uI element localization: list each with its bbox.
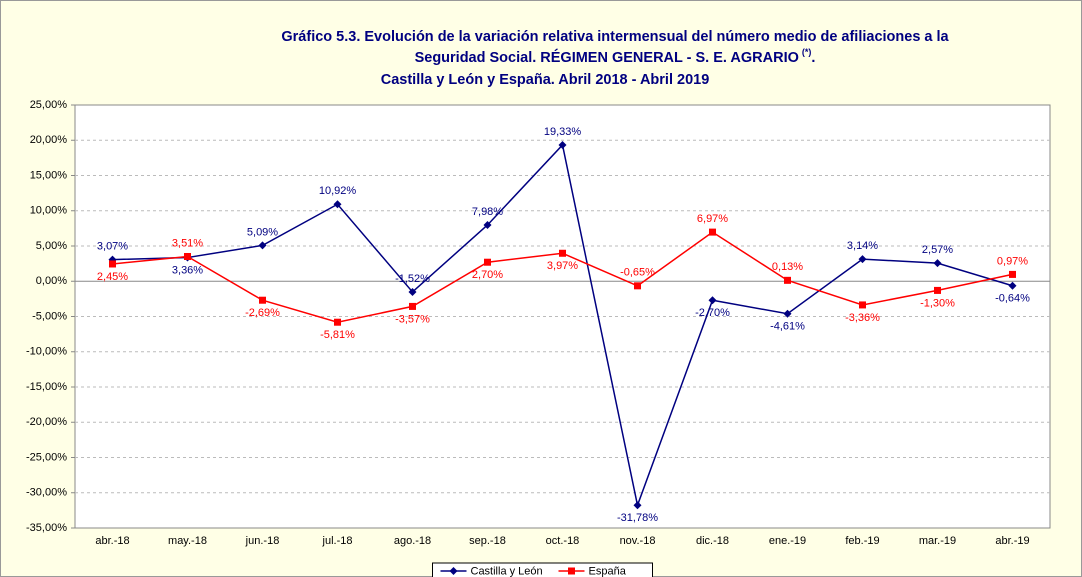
data-label: -5,81% <box>320 329 355 341</box>
y-tick-label: -10,00% <box>26 346 67 358</box>
marker <box>259 296 266 304</box>
data-label: -2,69% <box>245 307 280 319</box>
data-label: -1,30% <box>920 297 955 309</box>
y-tick-label: -15,00% <box>26 381 67 393</box>
marker <box>558 140 567 149</box>
x-tick-label: abr.-18 <box>95 535 129 547</box>
data-label: -1,52% <box>395 273 430 285</box>
data-label: -31,78% <box>617 512 658 524</box>
data-label: 2,70% <box>472 269 503 281</box>
data-label: 10,92% <box>319 185 357 197</box>
marker <box>708 296 717 305</box>
y-tick-label: -20,00% <box>26 416 67 428</box>
marker <box>934 286 941 294</box>
y-tick-label: -5,00% <box>32 310 67 322</box>
marker <box>559 249 566 257</box>
marker <box>483 220 492 229</box>
x-tick-label: feb.-19 <box>845 535 879 547</box>
marker <box>334 318 341 326</box>
marker <box>633 501 642 510</box>
marker <box>409 302 416 310</box>
legend-label: Castilla y León <box>471 565 543 577</box>
data-label: -0,64% <box>995 293 1030 305</box>
title-note-tail: . <box>811 50 815 66</box>
x-tick-label: dic.-18 <box>696 535 729 547</box>
title-note: (*) <box>802 47 812 57</box>
legend-box <box>432 562 653 577</box>
marker <box>109 260 116 268</box>
x-tick-label: oct.-18 <box>546 535 580 547</box>
y-tick-label: 25,00% <box>30 99 68 111</box>
data-label: 6,97% <box>697 213 728 225</box>
marker <box>858 255 867 264</box>
data-label: 2,57% <box>922 244 953 256</box>
data-label: -4,61% <box>770 321 805 333</box>
data-label: 19,33% <box>544 126 582 138</box>
y-tick-label: 0,00% <box>36 275 67 287</box>
legend-marker <box>449 567 458 575</box>
legend-label: España <box>589 565 627 577</box>
x-tick-label: nov.-18 <box>620 535 656 547</box>
data-label: -3,36% <box>845 312 880 324</box>
marker <box>933 259 942 268</box>
chart-subtitle: Castilla y León y España. Abril 2018 - A… <box>381 72 710 88</box>
data-label: 3,97% <box>547 260 578 272</box>
marker <box>333 200 342 209</box>
legend-marker <box>568 567 575 575</box>
x-tick-label: mar.-19 <box>919 535 956 547</box>
data-label: 3,07% <box>97 241 128 253</box>
chart-title: Seguridad Social. RÉGIMEN GENERAL - S. E… <box>415 49 799 66</box>
data-label: -3,57% <box>395 313 430 325</box>
y-tick-label: -35,00% <box>26 522 67 534</box>
marker <box>184 253 191 261</box>
y-tick-label: 5,00% <box>36 240 67 252</box>
data-label: 3,51% <box>172 237 203 249</box>
y-tick-label: -25,00% <box>26 451 67 463</box>
data-label: 7,98% <box>472 206 503 218</box>
y-tick-label: 10,00% <box>30 205 68 217</box>
marker <box>783 309 792 318</box>
chart-title: Seguridad Social. RÉGIMEN GENERAL - S. E… <box>415 47 816 65</box>
marker <box>1009 270 1016 278</box>
y-tick-label: 15,00% <box>30 169 68 181</box>
data-label: 0,97% <box>997 255 1028 267</box>
data-label: 2,45% <box>97 271 128 283</box>
marker <box>484 258 491 266</box>
chart-title: Gráfico 5.3. Evolución de la variación r… <box>281 29 949 45</box>
marker <box>1008 281 1017 290</box>
x-tick-label: jun.-18 <box>245 535 280 547</box>
data-label: 0,13% <box>772 261 803 273</box>
y-tick-label: -30,00% <box>26 487 67 499</box>
data-label: -0,65% <box>620 267 655 279</box>
marker <box>709 228 716 236</box>
x-tick-label: ago.-18 <box>394 535 431 547</box>
marker <box>784 276 791 284</box>
data-label: -2,70% <box>695 307 730 319</box>
x-tick-label: abr.-19 <box>995 535 1029 547</box>
marker <box>258 241 267 250</box>
marker <box>859 301 866 309</box>
data-label: 5,09% <box>247 226 278 238</box>
marker <box>634 282 641 290</box>
data-label: 3,36% <box>172 264 203 276</box>
y-tick-label: 20,00% <box>30 134 68 146</box>
x-tick-label: sep.-18 <box>469 535 506 547</box>
x-tick-label: jul.-18 <box>322 535 353 547</box>
x-tick-label: may.-18 <box>168 535 207 547</box>
x-tick-label: ene.-19 <box>769 535 806 547</box>
marker <box>408 287 417 296</box>
data-label: 3,14% <box>847 240 878 252</box>
